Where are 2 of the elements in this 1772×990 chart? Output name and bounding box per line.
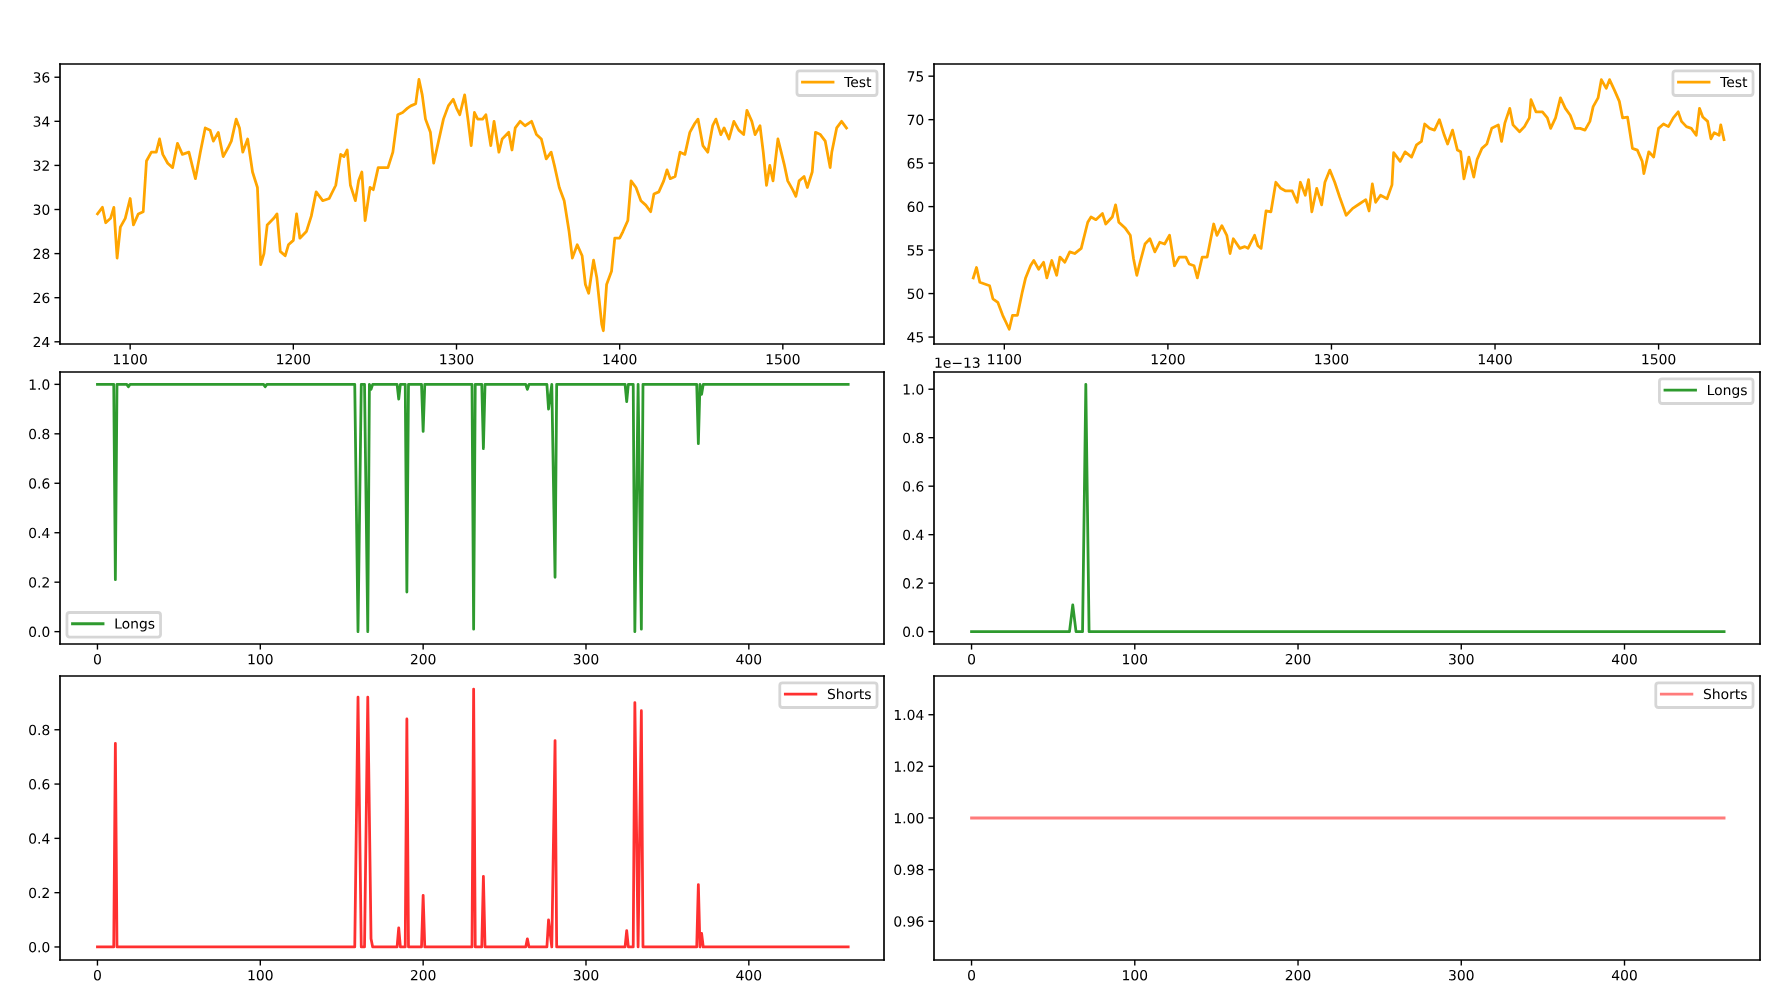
line-series — [96, 382, 850, 634]
line-series — [96, 78, 848, 333]
